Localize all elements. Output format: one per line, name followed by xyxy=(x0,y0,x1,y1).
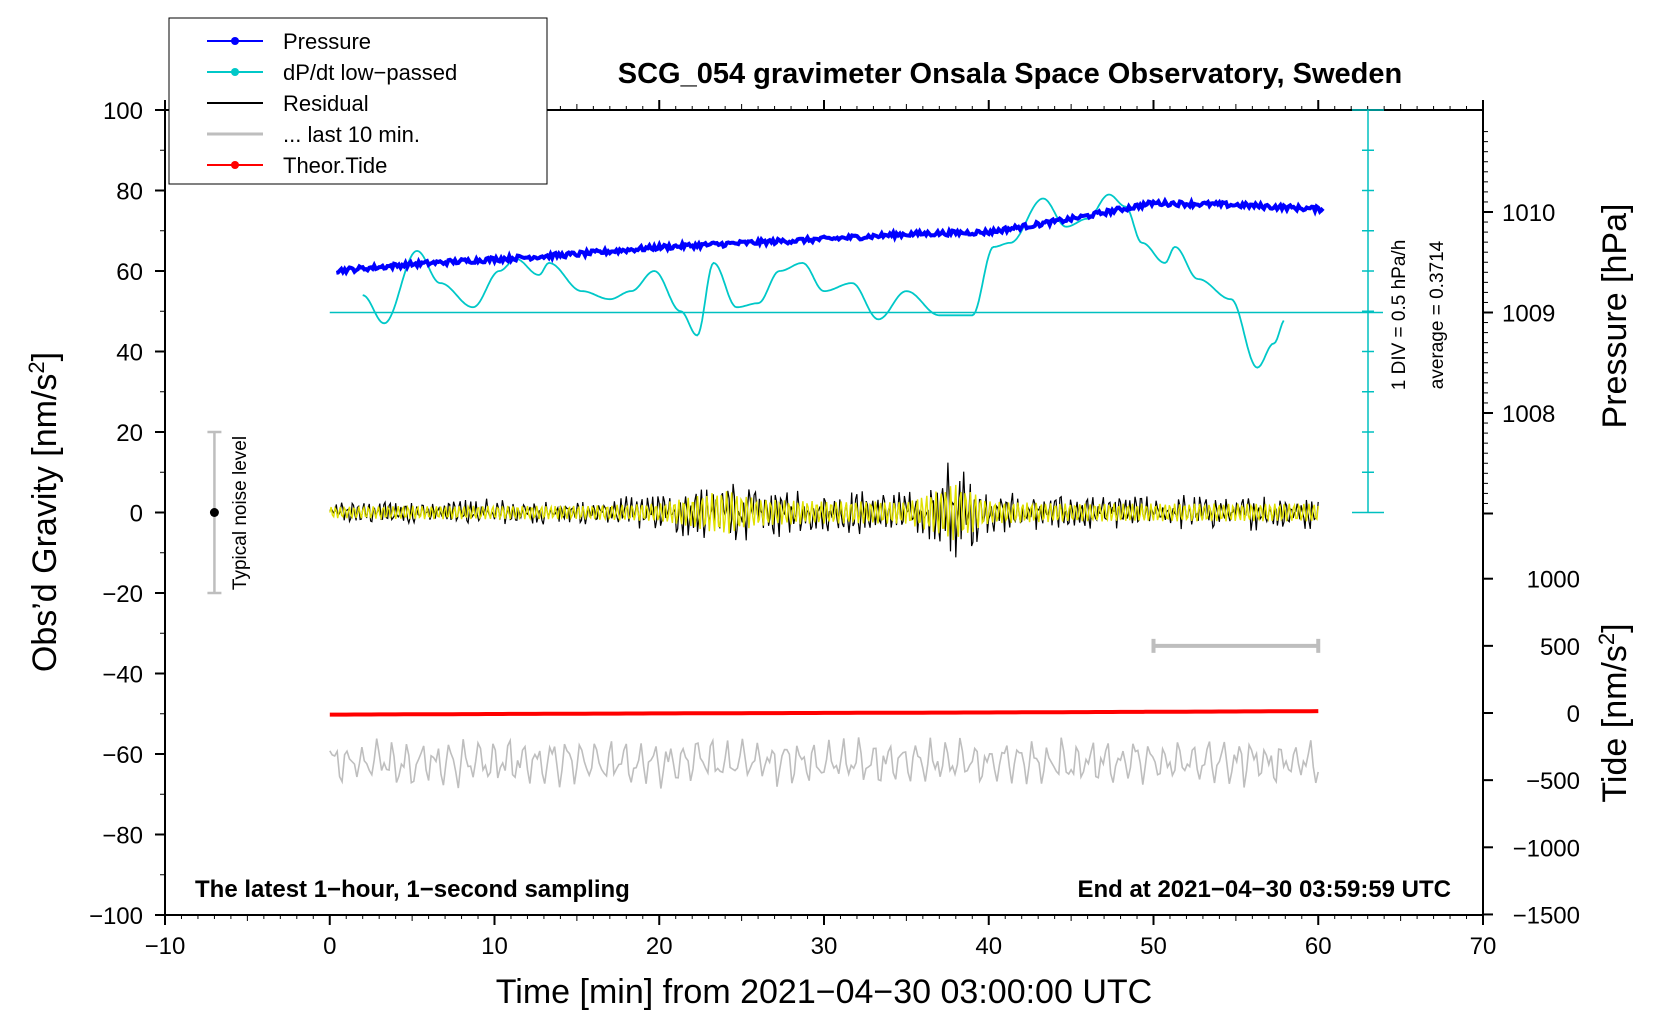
x-tick-label: 70 xyxy=(1470,933,1497,960)
tide-axis-title-main: Tide [nm/s xyxy=(1596,645,1634,802)
legend-marker xyxy=(231,37,239,45)
y-tick-label: 0 xyxy=(130,501,143,528)
pressure-tick-labels: 1008 1009 1010 xyxy=(1502,200,1555,428)
noise-level-bar xyxy=(207,430,222,595)
y-tick-label: −100 xyxy=(89,903,143,930)
pressure-axis-title: Pressure [hPa] xyxy=(1596,204,1634,429)
pressure-average-label: average = 0.3714 xyxy=(1427,240,1448,389)
pressure-reference-scale xyxy=(329,109,1384,514)
tide-tick-label: 0 xyxy=(1567,701,1580,728)
tide-tick-label: −1500 xyxy=(1513,902,1580,929)
x-tick-labels: −10 0 10 20 30 40 50 60 70 xyxy=(145,933,1497,960)
axis-ticks xyxy=(155,100,1493,925)
x-tick-label: 0 xyxy=(323,933,336,960)
left-axis-title-main: Obs’d Gravity [nm/s xyxy=(26,374,64,673)
series-layer xyxy=(329,193,1325,789)
x-tick-label: 20 xyxy=(646,933,673,960)
left-axis-title-sup: 2 xyxy=(24,361,49,373)
legend-label: Pressure xyxy=(283,29,371,54)
left-tick-labels: −100 −80 −60 −40 −20 0 20 40 60 80 100 xyxy=(89,98,143,930)
legend-label: Theor.Tide xyxy=(283,153,387,178)
tide-axis-title-end: ] xyxy=(1596,623,1634,632)
pressure-tick-label: 1008 xyxy=(1502,401,1555,428)
noise-bar-center-dot xyxy=(209,508,219,517)
residual-filtered-line xyxy=(329,484,1319,541)
legend-label: Residual xyxy=(283,91,369,116)
last-10-min-line xyxy=(329,737,1319,789)
x-tick-label: 10 xyxy=(481,933,508,960)
legend-box xyxy=(168,17,548,185)
legend-label: ... last 10 min. xyxy=(283,122,420,147)
y-tick-label: −20 xyxy=(102,581,143,608)
pressure-tick-label: 1010 xyxy=(1502,200,1555,227)
y-tick-label: −40 xyxy=(102,662,143,689)
x-axis-title: Time [min] from 2021−04−30 03:00:00 UTC xyxy=(496,973,1152,1011)
noise-level-label: Typical noise level xyxy=(230,436,251,590)
legend-marker xyxy=(231,161,239,169)
left-axis-title: Obs’d Gravity [nm/s2] xyxy=(24,352,64,672)
theor-tide-line xyxy=(329,709,1319,717)
y-tick-label: −80 xyxy=(102,823,143,850)
legend-marker xyxy=(231,68,239,76)
chart-title: SCG_054 gravimeter Onsala Space Observat… xyxy=(618,58,1402,90)
x-tick-label: 40 xyxy=(975,933,1002,960)
tide-tick-label: −500 xyxy=(1526,768,1580,795)
footer-left-text: The latest 1−hour, 1−second sampling xyxy=(195,876,630,903)
tide-tick-label: −1000 xyxy=(1513,835,1580,862)
tide-axis-title: Tide [nm/s2] xyxy=(1594,623,1634,802)
tide-tick-labels: −1500 −1000 −500 0 500 1000 xyxy=(1513,567,1580,930)
tide-axis-title-sup: 2 xyxy=(1594,633,1619,645)
y-tick-label: −60 xyxy=(102,742,143,769)
pressure-line xyxy=(335,196,1325,277)
tide-tick-label: 500 xyxy=(1540,634,1580,661)
legend-label: dP/dt low−passed xyxy=(283,60,457,85)
pressure-tick-label: 1009 xyxy=(1502,301,1555,328)
left-axis-title-end: ] xyxy=(26,352,64,361)
footer-right-text: End at 2021−04−30 03:59:59 UTC xyxy=(1077,876,1451,903)
last-10-min-marker xyxy=(1151,638,1321,653)
y-tick-label: 40 xyxy=(116,340,143,367)
y-tick-label: 80 xyxy=(116,179,143,206)
x-tick-label: 50 xyxy=(1140,933,1167,960)
y-tick-label: 100 xyxy=(103,98,143,125)
legend: Pressure dP/dt low−passed Residual ... last… xyxy=(207,29,457,178)
x-tick-label: −10 xyxy=(145,933,186,960)
y-tick-label: 20 xyxy=(116,420,143,447)
tide-tick-label: 1000 xyxy=(1527,567,1580,594)
pressure-scale-label: 1 DIV = 0.5 hPa/h xyxy=(1389,240,1410,391)
y-tick-label: 60 xyxy=(116,259,143,286)
x-tick-label: 60 xyxy=(1305,933,1332,960)
x-tick-label: 30 xyxy=(811,933,838,960)
